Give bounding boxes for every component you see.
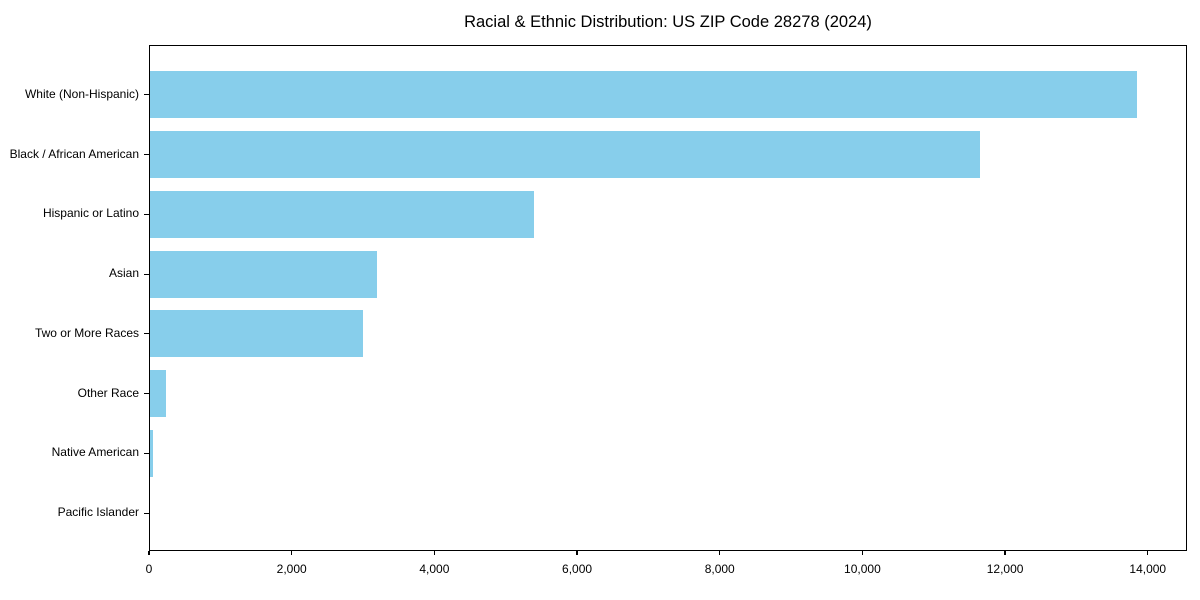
category-label-other-race: Other Race [77, 385, 139, 400]
bar-two-or-more-races [149, 310, 364, 358]
x-tick-2000 [291, 551, 293, 555]
plot-area [149, 45, 1187, 551]
bar-white-non-hispanic [149, 71, 1138, 119]
category-label-black-african-american: Black / African American [9, 146, 139, 161]
y-tick-black-african-american [144, 154, 149, 156]
x-tick-4000 [433, 551, 435, 555]
x-tick-8000 [719, 551, 721, 555]
y-tick-other-race [144, 393, 149, 395]
category-label-native-american: Native American [51, 445, 139, 460]
x-tick-label-10000: 10,000 [844, 562, 881, 576]
x-tick-label-6000: 6,000 [562, 562, 593, 576]
bar-asian [149, 250, 377, 298]
y-tick-white-non-hispanic [144, 94, 149, 96]
x-tick-6000 [576, 551, 578, 555]
x-tick-label-12000: 12,000 [986, 562, 1024, 576]
category-label-pacific-islander: Pacific Islander [57, 505, 139, 520]
x-tick-label-4000: 4,000 [419, 562, 450, 576]
x-tick-0 [148, 551, 150, 555]
y-tick-asian [144, 273, 149, 275]
bar-native-american [149, 429, 153, 477]
category-label-white-non-hispanic: White (Non-Hispanic) [24, 86, 139, 101]
x-tick-label-0: 0 [145, 562, 153, 576]
y-tick-pacific-islander [144, 512, 149, 514]
x-tick-label-8000: 8,000 [704, 562, 735, 576]
chart-title: Racial & Ethnic Distribution: US ZIP Cod… [464, 13, 872, 31]
x-tick-12000 [1004, 551, 1006, 555]
category-label-asian: Asian [108, 266, 139, 281]
bar-black-african-american [149, 131, 981, 179]
y-tick-two-or-more-races [144, 333, 149, 335]
x-tick-14000 [1147, 551, 1149, 555]
x-tick-label-14000: 14,000 [1129, 562, 1167, 576]
y-tick-hispanic-or-latino [144, 213, 149, 215]
x-tick-10000 [861, 551, 863, 555]
x-tick-label-2000: 2,000 [276, 562, 307, 576]
category-label-hispanic-or-latino: Hispanic or Latino [42, 206, 139, 221]
category-label-two-or-more-races: Two or More Races [34, 325, 139, 340]
y-tick-native-american [144, 452, 149, 454]
bar-hispanic-or-latino [149, 190, 535, 238]
bar-other-race [149, 370, 167, 418]
